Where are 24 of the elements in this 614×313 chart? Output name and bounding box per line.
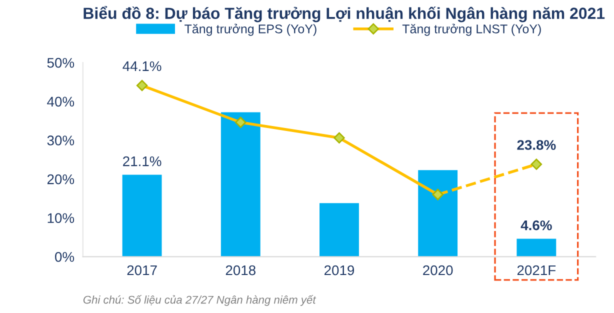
y-tick-label: 50% <box>47 58 74 68</box>
data-label: 21.1% <box>123 156 162 166</box>
chart-title: Biểu đồ 8: Dự báo Tăng trưởng Lợi nhuận khối Ngân hàng năm 2021 <box>84 6 605 22</box>
y-tick-label: 20% <box>47 174 74 184</box>
y-tick-label: 40% <box>47 96 74 107</box>
data-label: 44.1% <box>122 61 162 72</box>
x-tick-label: 2020 <box>423 265 453 276</box>
x-tick-label: 2017 <box>127 265 157 276</box>
x-tick-label: 2018 <box>226 265 256 276</box>
y-tick-label: 30% <box>47 136 74 146</box>
bar <box>516 238 556 257</box>
data-label: 4.6% <box>520 220 552 230</box>
bar <box>320 203 359 257</box>
x-tick-label: 2021F <box>517 265 556 276</box>
bar <box>418 170 458 257</box>
bar <box>220 112 260 257</box>
y-tick-label: 0% <box>55 252 74 262</box>
x-tick-label: 2019 <box>324 265 354 276</box>
legend-label: Tăng trưởng EPS (YoY) <box>184 24 316 36</box>
legend-label: Tăng trưởng LNST (YoY) <box>402 24 541 36</box>
bar <box>122 174 162 257</box>
data-label: 23.8% <box>517 140 556 150</box>
text: Ghi chú: Số liệu của 27/27 Ngân hàng niêm yết <box>83 295 316 306</box>
y-tick-label: 10% <box>48 213 74 224</box>
